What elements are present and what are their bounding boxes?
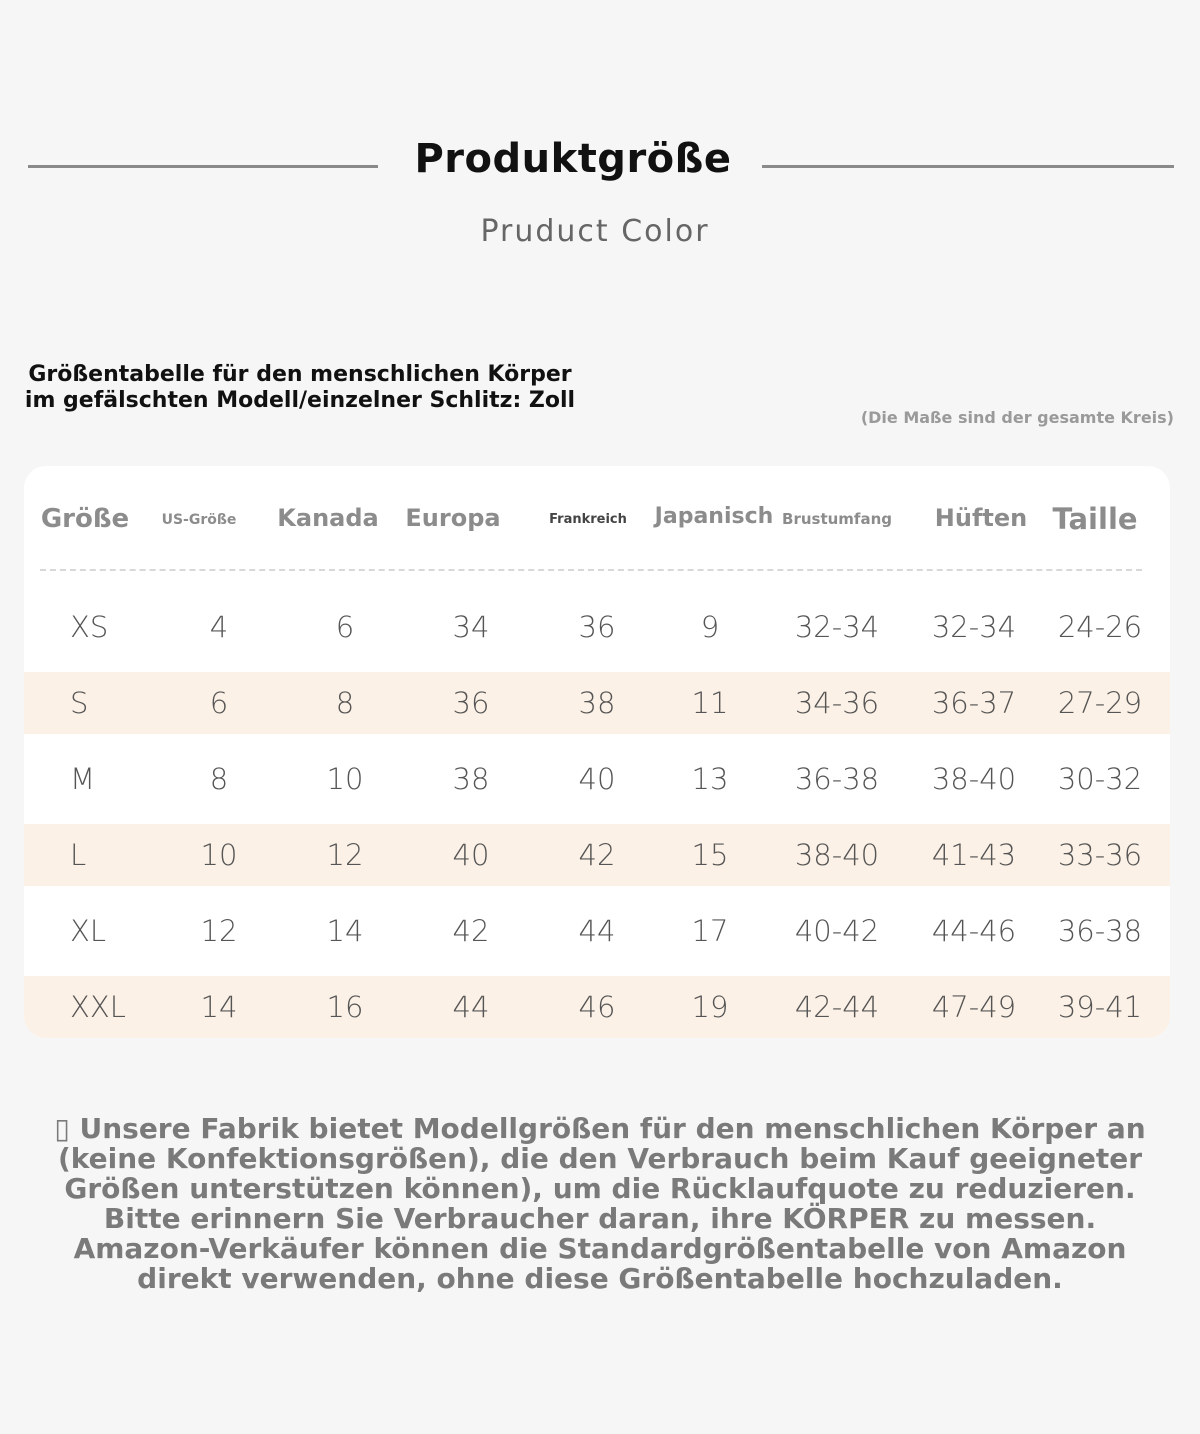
table-cell: 44	[452, 990, 490, 1024]
table-cell: 46	[578, 990, 616, 1024]
header-us-size: US-Größe	[161, 512, 237, 528]
table-cell: 4	[209, 610, 229, 644]
page-title: Produktgröße	[414, 136, 732, 182]
table-cell: 6	[335, 610, 355, 644]
table-cell: 40	[578, 762, 616, 796]
header-europe: Europa	[405, 504, 501, 532]
header-divider	[40, 569, 1142, 571]
size-label-cell: XXL	[70, 990, 126, 1024]
header-waist: Taille	[1052, 502, 1138, 536]
table-cell: 14	[200, 990, 238, 1024]
size-table: Größe US-Größe Kanada Europa Frankreich …	[24, 466, 1170, 1038]
size-label-cell: M	[70, 762, 96, 796]
header-canada: Kanada	[277, 504, 379, 532]
table-cell: 27-29	[1057, 686, 1143, 720]
size-chart-note: Größentabelle für den menschlichen Körpe…	[24, 362, 576, 413]
size-label-cell: S	[70, 686, 89, 720]
table-row: XL 12 14 42 44 17 40-42 44-46 36-38	[24, 900, 1170, 962]
table-cell: 30-32	[1057, 762, 1143, 796]
header-size: Größe	[40, 504, 130, 534]
table-cell: 42-44	[794, 990, 880, 1024]
table-cell: 8	[335, 686, 355, 720]
table-cell: 14	[326, 914, 364, 948]
measurement-note: (Die Maße sind der gesamte Kreis)	[860, 408, 1174, 427]
table-cell: 11	[691, 686, 729, 720]
table-row: L 10 12 40 42 15 38-40 41-43 33-36	[24, 824, 1170, 886]
table-cell: 39-41	[1057, 990, 1143, 1024]
table-cell: 16	[326, 990, 364, 1024]
table-cell: 10	[326, 762, 364, 796]
table-cell: 33-36	[1057, 838, 1143, 872]
table-cell: 12	[326, 838, 364, 872]
title-row: Produktgröße	[0, 130, 1200, 200]
table-cell: 44	[578, 914, 616, 948]
table-cell: 40	[452, 838, 490, 872]
title-rule-left	[28, 165, 378, 168]
table-cell: 15	[691, 838, 729, 872]
table-cell: 32-34	[794, 610, 880, 644]
title-rule-right	[762, 165, 1174, 168]
table-cell: 36	[452, 686, 490, 720]
table-row: XS 4 6 34 36 9 32-34 32-34 24-26	[24, 596, 1170, 658]
table-cell: 38	[578, 686, 616, 720]
size-label-cell: XS	[70, 610, 109, 644]
table-row: M 8 10 38 40 13 36-38 38-40 30-32	[24, 748, 1170, 810]
header-france: Frankreich	[549, 512, 627, 527]
table-cell: 32-34	[931, 610, 1017, 644]
size-label-cell: L	[70, 838, 87, 872]
table-cell: 36-38	[1057, 914, 1143, 948]
table-row: S 6 8 36 38 11 34-36 36-37 27-29	[24, 672, 1170, 734]
header-chest: Brustumfang	[782, 510, 892, 528]
table-cell: 36-38	[794, 762, 880, 796]
table-cell: 13	[691, 762, 729, 796]
table-cell: 8	[209, 762, 229, 796]
table-cell: 44-46	[931, 914, 1017, 948]
table-cell: 17	[691, 914, 729, 948]
table-cell: 19	[691, 990, 729, 1024]
table-cell: 38	[452, 762, 490, 796]
table-cell: 36-37	[931, 686, 1017, 720]
table-cell: 38-40	[794, 838, 880, 872]
table-cell: 42	[452, 914, 490, 948]
header-hips: Hüften	[934, 504, 1028, 532]
page-subtitle: Pruduct Color	[480, 214, 710, 249]
table-cell: 6	[209, 686, 229, 720]
table-cell: 41-43	[931, 838, 1017, 872]
table-cell: 24-26	[1057, 610, 1143, 644]
table-cell: 34-36	[794, 686, 880, 720]
table-cell: 40-42	[794, 914, 880, 948]
table-header-row: Größe US-Größe Kanada Europa Frankreich …	[24, 466, 1170, 570]
header-japan: Japanisch	[654, 504, 774, 529]
size-label-cell: XL	[70, 914, 107, 948]
table-row: XXL 14 16 44 46 19 42-44 47-49 39-41	[24, 976, 1170, 1038]
footer-note: ▯ Unsere Fabrik bietet Modellgrößen für …	[54, 1112, 1146, 1295]
table-cell: 38-40	[931, 762, 1017, 796]
table-cell: 10	[200, 838, 238, 872]
table-cell: 42	[578, 838, 616, 872]
table-cell: 36	[578, 610, 616, 644]
table-cell: 34	[452, 610, 490, 644]
table-cell: 12	[200, 914, 238, 948]
table-cell: 47-49	[931, 990, 1017, 1024]
table-cell: 9	[700, 610, 720, 644]
